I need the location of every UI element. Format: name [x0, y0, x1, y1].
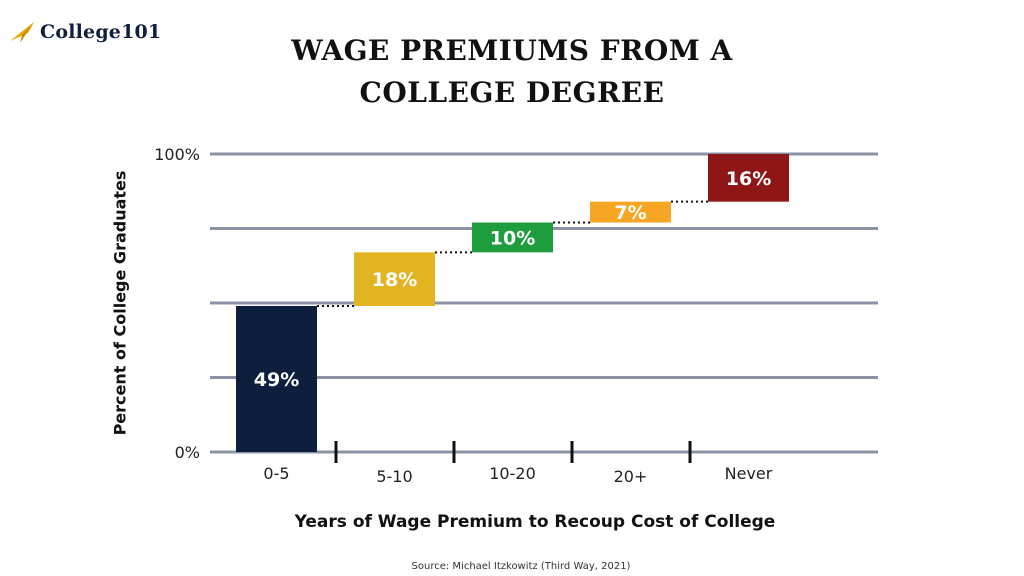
x-tick-label: 10-20 — [489, 464, 536, 483]
y-tick-label: 0% — [175, 443, 200, 462]
x-tick-label: 5-10 — [376, 467, 412, 486]
chart-title-line-1: WAGE PREMIUMS FROM A — [291, 34, 733, 67]
x-tick-label: 20+ — [614, 467, 648, 486]
x-tick-label: Never — [725, 464, 773, 483]
chart-title: WAGE PREMIUMS FROM A COLLEGE DEGREE — [0, 30, 1024, 114]
y-axis-label: Percent of College Graduates — [110, 170, 130, 436]
logo: College101 — [8, 14, 161, 50]
x-tick-label: 0-5 — [263, 464, 289, 483]
logo-text: College101 — [40, 21, 162, 43]
data-label: 10% — [490, 227, 535, 249]
data-label: 7% — [614, 202, 646, 224]
data-label: 18% — [372, 269, 417, 291]
data-label: 16% — [726, 168, 771, 190]
y-tick-label: 100% — [154, 145, 200, 164]
bar — [590, 201, 671, 223]
x-axis-label: Years of Wage Premium to Recoup Cost of … — [294, 512, 776, 532]
bar — [708, 154, 789, 202]
bar — [472, 222, 553, 253]
bar — [354, 252, 435, 306]
source-note: Source: Michael Itzkowitz (Third Way, 20… — [411, 561, 631, 572]
chart-title-line-2: COLLEGE DEGREE — [359, 76, 665, 109]
paper-plane-arrow-icon — [10, 22, 34, 43]
data-label: 49% — [254, 369, 299, 391]
bar — [236, 305, 317, 452]
